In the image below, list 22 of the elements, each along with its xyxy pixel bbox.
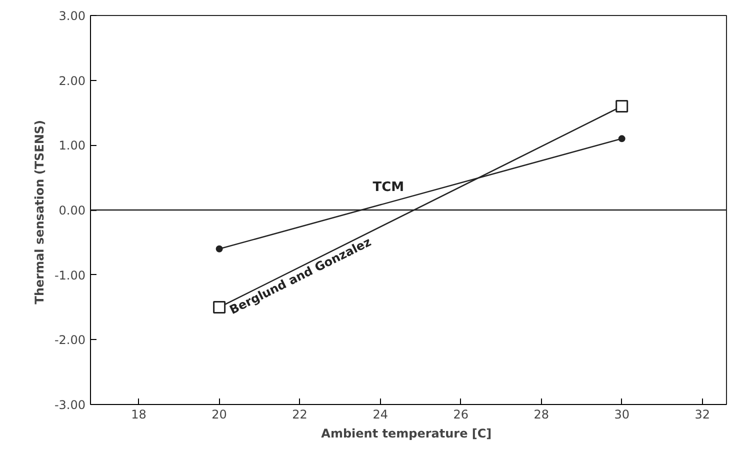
point	[213, 301, 226, 314]
y-tick-label: -2.00	[54, 333, 86, 348]
x-tick-label: 24	[372, 408, 388, 422]
x-tick-label: 28	[534, 408, 549, 422]
y-tick-label: -1.00	[54, 268, 86, 282]
x-tick-label: 30	[614, 408, 630, 422]
y-tick-label: 2.00	[58, 74, 86, 88]
x-tick-label: 22	[292, 408, 308, 422]
point	[618, 135, 626, 142]
x-axis-title: Ambient temperature [C]	[321, 426, 492, 440]
y-tick-label: -3.00	[54, 398, 86, 412]
point	[216, 245, 223, 252]
x-tick-label: 32	[694, 408, 710, 422]
y-tick-label: 0.00	[58, 204, 86, 218]
x-tick-label: 18	[131, 408, 146, 422]
y-tick-label: 3.00	[58, 9, 86, 23]
y-tick-label: 1.00	[58, 138, 86, 153]
point	[616, 100, 628, 113]
x-tick-label: 26	[453, 408, 468, 422]
series-label: TCM	[372, 180, 404, 195]
y-axis-title: Thermal sensation (TSENS)	[32, 120, 46, 304]
x-tick-label: 20	[212, 408, 227, 422]
